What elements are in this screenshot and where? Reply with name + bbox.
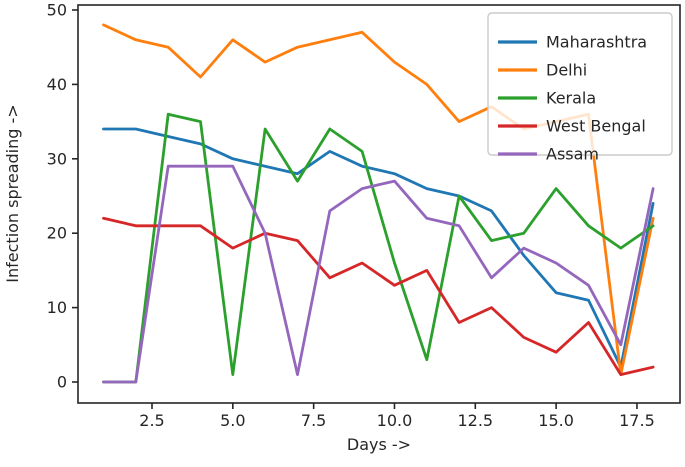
legend-label: West Bengal bbox=[546, 117, 646, 136]
x-tick-label: 2.5 bbox=[139, 411, 164, 430]
y-axis-label: Infection spreading -> bbox=[3, 104, 22, 282]
legend-label: Assam bbox=[546, 145, 599, 164]
x-tick-label: 7.5 bbox=[301, 411, 326, 430]
legend-entry-delhi: Delhi bbox=[498, 61, 587, 80]
legend-entry-west-bengal: West Bengal bbox=[498, 117, 646, 136]
axes-spines bbox=[77, 4, 681, 404]
legend-label: Kerala bbox=[546, 89, 596, 108]
x-tick-label: 17.5 bbox=[619, 411, 655, 430]
legend-label: Maharashtra bbox=[546, 33, 647, 52]
x-tick-label: 10.0 bbox=[377, 411, 413, 430]
y-tick-label: 0 bbox=[57, 373, 67, 392]
x-tick-label: 15.0 bbox=[538, 411, 574, 430]
legend: Maharashtra Delhi Kerala West Bengal Assam bbox=[487, 12, 673, 164]
series-line-west-bengal bbox=[102, 216, 655, 377]
y-tick-label: 30 bbox=[47, 149, 67, 168]
legend-entry-kerala: Kerala bbox=[498, 89, 596, 108]
y-tick-label: 20 bbox=[47, 224, 67, 243]
series-line-maharashtra bbox=[102, 127, 655, 369]
x-axis-label: Days -> bbox=[347, 435, 411, 454]
legend-entry-assam: Assam bbox=[498, 145, 599, 164]
legend-entry-maharashtra: Maharashtra bbox=[498, 33, 647, 52]
legend-label: Delhi bbox=[546, 61, 587, 80]
y-tick-label: 40 bbox=[47, 75, 67, 94]
x-tick-label: 5.0 bbox=[220, 411, 245, 430]
plot-lines bbox=[102, 23, 655, 384]
x-tick-label: 12.5 bbox=[457, 411, 493, 430]
y-axis: 0 10 20 30 40 50 bbox=[47, 1, 78, 392]
y-tick-label: 10 bbox=[47, 298, 67, 317]
y-tick-label: 50 bbox=[47, 1, 67, 20]
series-line-kerala bbox=[102, 112, 655, 384]
x-axis: 2.5 5.0 7.5 10.0 12.5 15.0 17.5 bbox=[139, 403, 655, 430]
legend-frame bbox=[487, 12, 673, 156]
series-line-assam bbox=[102, 164, 655, 384]
